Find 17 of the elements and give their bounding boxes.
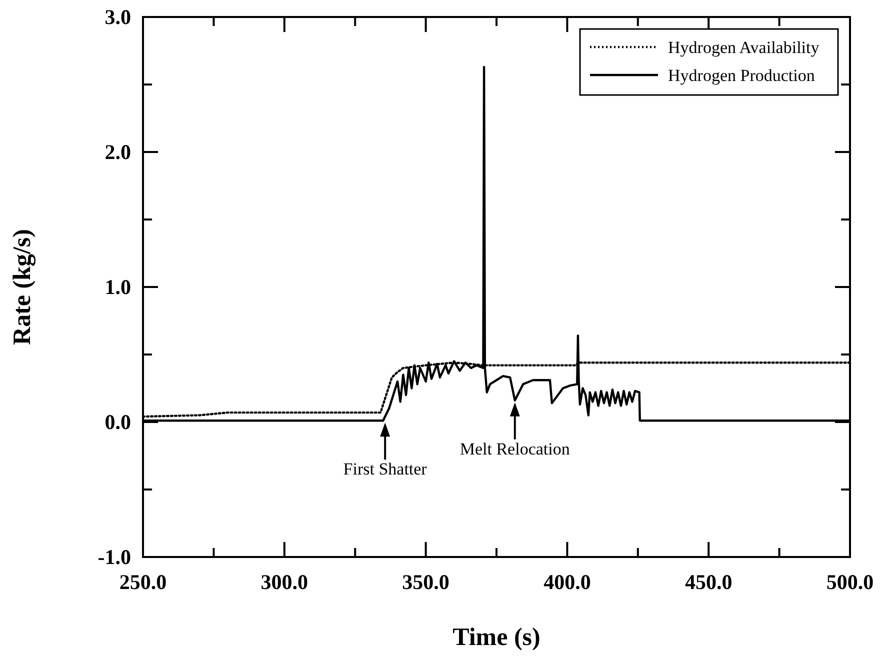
- y-tick-label: 3.0: [104, 5, 131, 29]
- legend-label: Hydrogen Production: [668, 66, 816, 85]
- y-tick-label: 0.0: [104, 410, 131, 434]
- x-tick-label: 500.0: [826, 570, 874, 594]
- legend-label: Hydrogen Availability: [668, 38, 820, 57]
- y-tick-label: 1.0: [104, 275, 131, 299]
- x-axis-title: Time (s): [452, 624, 540, 651]
- x-tick-label: 400.0: [544, 570, 591, 594]
- x-tick-label: 250.0: [119, 570, 167, 594]
- y-tick-label: -1.0: [98, 545, 131, 569]
- x-tick-label: 450.0: [684, 570, 732, 594]
- x-tick-label: 300.0: [260, 570, 308, 594]
- y-tick-label: 2.0: [104, 140, 131, 164]
- annotation: First Shatter: [343, 460, 428, 479]
- annotation: Melt Relocation: [460, 439, 570, 458]
- x-tick-label: 350.0: [402, 570, 450, 594]
- y-axis-title: Rate (kg/s): [9, 229, 36, 345]
